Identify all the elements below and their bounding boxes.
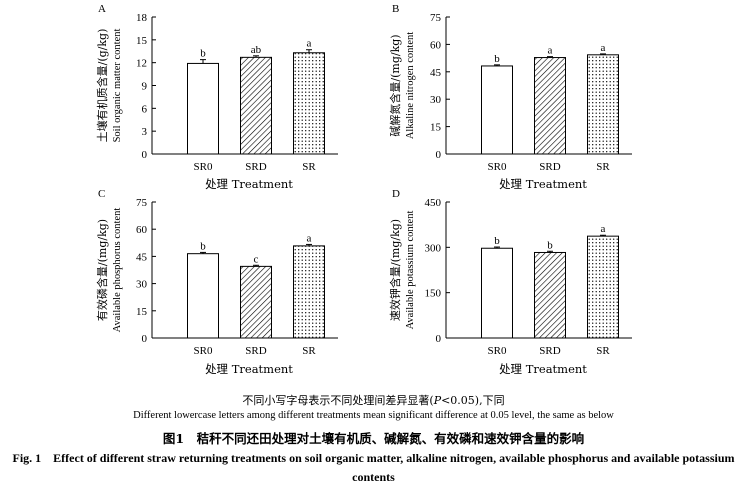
note-zh-prefix: 不同小写字母表示不同处理间差异显著( <box>242 394 434 407</box>
figure-caption-zh: 图1 秸秆不同还田处理对土壤有机质、碱解氮、有效磷和速效钾含量的影响 <box>162 431 585 446</box>
y-tick-label: 12 <box>136 58 147 70</box>
chart-panel-b: 0 15 30 45 60 75 b SR0 a SRD a SR B 处理 Treatment 碱解氮含量… <box>388 3 632 191</box>
bar-sr <box>587 235 619 339</box>
significance-note-en: Different lowercase letters among differ… <box>133 410 614 421</box>
y-tick-label: 9 <box>142 81 148 93</box>
x-axis-label: 处理 Treatment <box>205 362 293 376</box>
panel-label: D <box>392 188 400 200</box>
significance-letter: b <box>494 53 500 65</box>
bar-sr <box>293 245 325 339</box>
bar-srd <box>534 57 566 155</box>
y-tick-label: 75 <box>430 12 442 24</box>
y-tick-label: 0 <box>142 333 148 345</box>
x-tick-label: SRD <box>539 161 560 173</box>
y-tick-label: 0 <box>436 149 442 161</box>
bar-sr <box>293 52 325 155</box>
x-tick-label: SR0 <box>488 345 507 357</box>
y-axis-label-zh: 土壤有机质含量/(g/kg) <box>95 29 109 143</box>
y-tick-label: 0 <box>436 333 442 345</box>
y-axis-label-en: Soil organic matter content <box>112 29 123 143</box>
x-tick-label: SRD <box>539 345 560 357</box>
y-axis-label-en: Alkaline nitrogen content <box>405 32 416 139</box>
x-tick-label: SR0 <box>488 161 507 173</box>
y-tick-label: 6 <box>142 103 148 115</box>
y-tick-label: 60 <box>430 39 442 51</box>
x-tick-label: SR <box>596 161 610 173</box>
x-axis-label: 处理 Treatment <box>499 177 587 191</box>
x-tick-label: SR <box>302 345 316 357</box>
significance-letter: ab <box>251 44 262 56</box>
chart-panel-c: 0 15 30 45 60 75 b SR0 c SRD a SR C 处理 Treatment 有效磷含量… <box>95 188 338 376</box>
x-tick-label: SR0 <box>194 345 213 357</box>
significance-note-zh: 不同小写字母表示不同处理间差异显著(P<0.05),下同 <box>0 392 747 408</box>
significance-letter: a <box>307 38 312 50</box>
note-zh-suffix: <0.05),下同 <box>441 394 505 407</box>
significance-letter: b <box>547 239 553 251</box>
y-axis-label-zh: 速效钾含量/(mg/kg) <box>388 219 402 321</box>
y-tick-label: 15 <box>430 122 442 134</box>
y-axis-label-zh: 碱解氮含量/(mg/kg) <box>388 34 402 136</box>
y-tick-label: 18 <box>136 12 148 24</box>
y-tick-label: 45 <box>136 251 148 263</box>
bar-srd <box>240 265 272 339</box>
y-tick-label: 0 <box>142 149 148 161</box>
y-tick-label: 150 <box>425 288 442 300</box>
bar-sr0 <box>481 65 513 155</box>
significance-letter: a <box>307 232 312 244</box>
bar-sr0 <box>187 62 219 155</box>
bar-sr <box>587 54 619 155</box>
y-tick-label: 15 <box>136 35 148 47</box>
panel-label: C <box>98 188 105 200</box>
significance-letter: b <box>200 48 206 60</box>
panel-label: B <box>392 3 399 15</box>
y-tick-label: 60 <box>136 224 148 236</box>
significance-letter: b <box>200 240 206 252</box>
panel-label: A <box>98 3 106 15</box>
y-tick-label: 45 <box>430 67 442 79</box>
y-tick-label: 15 <box>136 306 148 318</box>
y-tick-label: 30 <box>430 94 442 106</box>
bar-srd <box>534 251 566 339</box>
x-tick-label: SR0 <box>194 161 213 173</box>
x-tick-label: SRD <box>245 345 266 357</box>
figure-caption-en: Fig. 1 Effect of different straw returni… <box>12 451 735 484</box>
significance-letter: a <box>548 45 553 57</box>
significance-letter: c <box>254 253 259 265</box>
significance-letter: a <box>601 223 606 235</box>
x-axis-label: 处理 Treatment <box>499 362 587 376</box>
x-tick-label: SRD <box>245 161 266 173</box>
significance-letter: b <box>494 235 500 247</box>
bar-sr0 <box>187 253 219 339</box>
y-tick-label: 300 <box>425 242 442 254</box>
x-tick-label: SR <box>596 345 610 357</box>
y-axis-label-en: Available potassium content <box>405 211 416 330</box>
bar-sr0 <box>481 247 513 339</box>
bar-srd <box>240 56 272 155</box>
chart-panel-a: 0 3 6 9 12 15 18 b SR0 ab SRD a SR A 处理 Treatment 土壤有机质… <box>95 3 338 191</box>
x-tick-label: SR <box>302 161 316 173</box>
y-tick-label: 3 <box>142 126 148 138</box>
y-tick-label: 30 <box>136 279 148 291</box>
y-tick-label: 75 <box>136 197 148 209</box>
y-axis-label-zh: 有效磷含量/(mg/kg) <box>95 219 109 321</box>
x-axis-label: 处理 Treatment <box>205 177 293 191</box>
y-tick-label: 450 <box>425 197 442 209</box>
note-zh-p: P <box>433 394 442 407</box>
significance-letter: a <box>601 42 606 54</box>
y-axis-label-en: Available phosphorus content <box>112 208 123 333</box>
